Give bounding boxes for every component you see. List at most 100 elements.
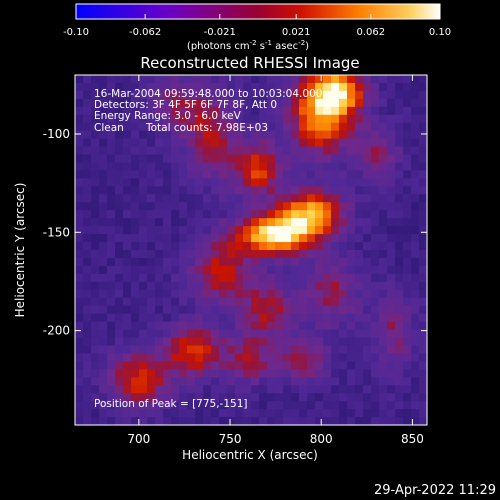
heatmap-cell [267,146,276,156]
heatmap-cell [211,242,220,251]
heatmap-cell [259,250,268,259]
heatmap-cell [355,393,364,402]
heatmap-cell [371,265,380,275]
heatmap-cell [379,305,388,315]
heatmap-cell [187,313,196,323]
heatmap-cell [155,186,164,195]
heatmap-cell [371,162,380,172]
heatmap-cell [371,377,380,386]
heatmap-cell [99,417,108,426]
heatmap-cell [323,257,332,267]
heatmap-cell [315,257,324,267]
heatmap-cell [75,82,84,92]
heatmap-cell [139,257,148,267]
heatmap-cell [419,162,428,172]
heatmap-cell [259,265,268,275]
heatmap-cell [267,281,276,291]
heatmap-cell [163,114,172,124]
heatmap-cell [299,409,308,418]
heatmap-cell [339,265,348,275]
heatmap-cell [235,377,244,386]
heatmap-cell [355,146,364,156]
heatmap-cell [235,313,244,323]
heatmap-cell [99,82,108,92]
heatmap-cell [227,385,236,394]
heatmap-cell [107,202,116,211]
heatmap-cell [243,242,252,251]
heatmap-cell [259,178,268,187]
heatmap-cell [307,353,316,362]
heatmap-cell [243,194,252,203]
heatmap-cell [115,178,124,187]
heatmap-cell [243,210,252,219]
heatmap-cell [299,90,308,100]
heatmap-cell [291,337,300,347]
heatmap-cell [355,417,364,426]
heatmap-cell [331,313,340,323]
heatmap-cell [203,234,212,243]
heatmap-cell [411,265,420,275]
heatmap-cell [99,265,108,275]
heatmap-cell [155,353,164,362]
heatmap-cell [131,226,140,235]
heatmap-cell [307,329,316,339]
heatmap-cell [123,210,132,219]
heatmap-cell [219,202,228,211]
heatmap-cell [83,257,92,267]
heatmap-cell [203,210,212,219]
heatmap-cell [403,281,412,291]
heatmap-cell [155,289,164,299]
heatmap-cell [251,202,260,211]
heatmap-cell [187,265,196,275]
heatmap-cell [403,146,412,156]
heatmap-cell [227,75,236,84]
heatmap-cell [211,409,220,418]
heatmap-cell [227,82,236,92]
heatmap-cell [339,353,348,362]
heatmap-cell [371,178,380,187]
heatmap-cell [251,75,260,84]
heatmap-cell [91,385,100,394]
heatmap-cell [323,369,332,378]
heatmap-cell [75,345,84,355]
heatmap-cell [195,353,204,362]
heatmap-cell [371,130,380,140]
heatmap-cell [99,194,108,203]
heatmap-cell [291,305,300,315]
heatmap-cell [347,202,356,211]
heatmap-cell [363,289,372,299]
heatmap-cell [339,409,348,418]
heatmap-cell [419,130,428,140]
heatmap-cell [403,218,412,227]
heatmap-cell [395,337,404,347]
heatmap-cell [379,385,388,394]
heatmap-cell [75,154,84,164]
heatmap-cell [299,297,308,307]
heatmap-cell [155,361,164,370]
heatmap-cell [227,313,236,323]
heatmap-cell [219,210,228,219]
heatmap-cell [403,409,412,418]
heatmap-cell [355,138,364,148]
heatmap-cell [155,242,164,251]
heatmap-cell [219,75,228,84]
heatmap-cell [219,170,228,180]
heatmap-cell [347,106,356,116]
heatmap-cell [139,417,148,426]
heatmap-cell [179,329,188,339]
heatmap-cell [395,281,404,291]
heatmap-cell [275,377,284,386]
heatmap-cell [147,170,156,180]
heatmap-cell [371,75,380,84]
heatmap-cell [243,98,252,108]
heatmap-cell [235,353,244,362]
heatmap-cell [259,106,268,116]
heatmap-cell [83,75,92,84]
heatmap-cell [219,417,228,426]
heatmap-cell [179,369,188,378]
heatmap-cell [363,234,372,243]
heatmap-cell [371,250,380,259]
heatmap-cell [387,297,396,307]
heatmap-cell [99,321,108,331]
heatmap-cell [147,138,156,148]
